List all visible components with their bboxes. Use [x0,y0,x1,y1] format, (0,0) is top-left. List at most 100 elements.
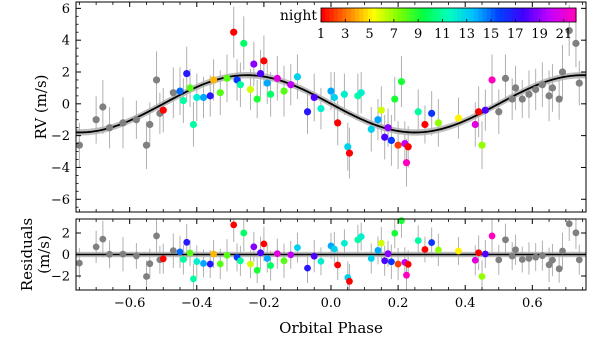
rv-point-69 [481,106,489,114]
residual-point-67 [475,249,483,257]
rv-point-44 [340,90,349,98]
residual-point-8 [153,232,160,240]
residual-point-40 [317,257,325,265]
xtick-label-3: 0.0 [321,296,342,311]
colorbar-cell [486,8,492,22]
residual-point-48 [357,233,365,240]
residual-points [75,217,583,285]
rv-point-38 [303,108,312,116]
residual-point-29 [253,266,261,274]
rv-point-2 [99,103,107,111]
colorbar-cell [499,8,505,22]
rv-point-37 [293,73,302,81]
residual-point-70 [488,232,496,240]
rv-points [75,27,583,167]
colorbar-cell [406,8,411,22]
colorbar-cell [440,8,445,22]
colorbar-cell [393,8,399,22]
colorbar-tick-label-10: 21 [556,27,573,42]
residual-point-50 [374,246,382,254]
residual-point-42 [330,245,338,253]
rv-point-81 [555,95,563,103]
colorbar-cell [503,8,509,22]
residual-point-31 [260,240,268,248]
colorbar-cell [512,8,518,22]
residual-point-12 [176,248,184,256]
colorbar-cell [444,8,450,22]
residual-point-74 [512,246,519,254]
residual-ytick-label-2: 2 [62,226,70,241]
rv-point-6 [142,141,151,149]
rv-panel: −6 −4 −2 0 2 4 6 RV (m/s) [32,1,587,213]
rv-point-55 [391,95,399,103]
colorbar-tick-label-3: 7 [390,27,398,42]
rv-point-21 [216,89,224,97]
residual-point-51 [377,239,385,247]
rv-point-8 [152,76,161,84]
rv-point-79 [545,92,553,100]
residual-point-14 [183,238,191,246]
residual-point-54 [387,258,395,266]
xtick-label-5: 0.4 [455,296,476,311]
rv-point-13 [179,97,187,105]
rv-point-18 [199,93,208,102]
colorbar-cell [367,8,373,22]
residual-point-66 [471,256,479,264]
colorbar-cell [431,8,437,22]
colorbar-cell [346,8,352,22]
rv-ytick-label-6: 6 [62,2,70,17]
colorbar-cell [465,8,471,22]
residual-point-32 [263,255,271,262]
residual-point-80 [549,256,556,264]
colorbar-tick-label-1: 3 [341,27,349,42]
xtick-label-6: 0.6 [522,296,543,311]
rv-point-34 [273,74,281,82]
residual-point-5 [132,252,140,260]
x-ticks: −0.6 −0.4 −0.2 0.0 0.2 0.4 0.6 [78,2,584,311]
rv-model-line [75,74,587,134]
rv-point-50 [374,116,382,124]
colorbar-cell [529,8,535,22]
colorbar-cell [563,8,569,22]
rv-point-52 [381,133,389,141]
colorbar-cell [372,8,377,22]
residual-point-55 [391,229,399,237]
colorbar-cell [491,8,496,22]
rv-point-16 [189,120,198,129]
rv-point-80 [548,84,557,92]
colorbar-cell [571,8,577,22]
colorbar-frame [320,7,577,23]
colorbar-cell [452,8,458,22]
rv-point-32 [263,79,271,87]
rv-point-14 [183,69,191,78]
residual-point-7 [146,260,154,268]
rv-point-70 [488,76,496,84]
rv-point-74 [511,84,520,92]
rv-point-65 [454,114,463,122]
rv-point-68 [478,141,486,149]
rv-point-54 [387,136,395,145]
residual-point-3 [106,250,113,258]
residual-y-axis-label: Residuals(m/s) [18,218,53,291]
rv-point-73 [508,95,516,103]
rv-model-curve [75,74,587,134]
colorbar-cell [567,8,573,22]
rv-point-51 [377,106,385,114]
colorbar-cell [355,8,360,22]
residual-point-37 [294,244,301,251]
residual-point-59 [403,271,410,279]
xtick-label-2: −0.2 [248,296,280,311]
residual-point-72 [502,236,509,244]
rv-point-62 [421,120,429,129]
residual-point-30 [257,249,264,257]
residual-point-11 [169,247,177,254]
rv-point-64 [434,119,442,127]
colorbar-cell [508,8,513,22]
colorbar-tick-label-5: 11 [434,27,451,42]
colorbar-cell [410,8,416,22]
colorbar-cell [457,8,462,22]
colorbar-cell [469,8,475,22]
rv-point-53 [384,124,392,132]
colorbar-tick-label-4: 9 [414,27,422,42]
